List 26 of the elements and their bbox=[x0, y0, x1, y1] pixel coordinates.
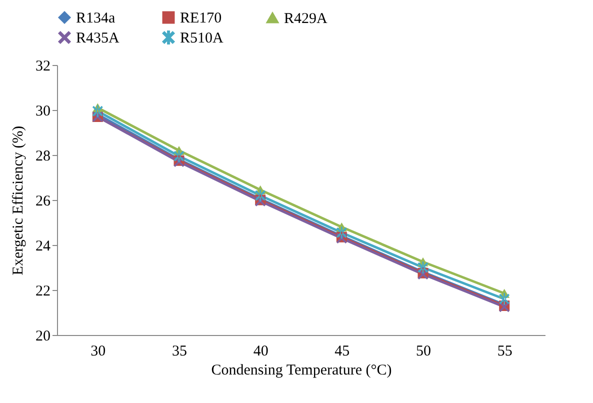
y-tick-label: 24 bbox=[36, 238, 51, 254]
legend-label: R134a bbox=[76, 10, 116, 27]
x-tick-label: 55 bbox=[497, 344, 512, 360]
point bbox=[418, 261, 428, 274]
y-axis-title: Exergetic Efficiency (%) bbox=[10, 126, 26, 276]
x-axis-title: Condensing Temperature (°C) bbox=[211, 362, 392, 378]
y-tick-label: 32 bbox=[36, 58, 50, 74]
legend-label: R510A bbox=[180, 30, 224, 46]
point bbox=[499, 292, 510, 306]
legend-label: R429A bbox=[284, 10, 328, 27]
x-tick-label: 50 bbox=[416, 344, 431, 360]
point bbox=[92, 105, 103, 118]
legend-label: R435A bbox=[76, 30, 120, 46]
y-tick-label: 30 bbox=[36, 104, 50, 120]
y-tick-label: 26 bbox=[36, 194, 51, 210]
point bbox=[174, 150, 184, 162]
x-tick-label: 40 bbox=[253, 344, 268, 360]
x-tick-label: 30 bbox=[90, 344, 106, 360]
legend-label: RE170 bbox=[180, 10, 222, 27]
point bbox=[336, 226, 347, 239]
point bbox=[255, 189, 266, 202]
y-tick-label: 22 bbox=[36, 284, 50, 300]
y-tick-label: 28 bbox=[36, 148, 50, 164]
y-tick-label: 20 bbox=[36, 328, 50, 344]
x-tick-label: 35 bbox=[172, 344, 187, 360]
x-tick-label: 45 bbox=[334, 344, 350, 360]
